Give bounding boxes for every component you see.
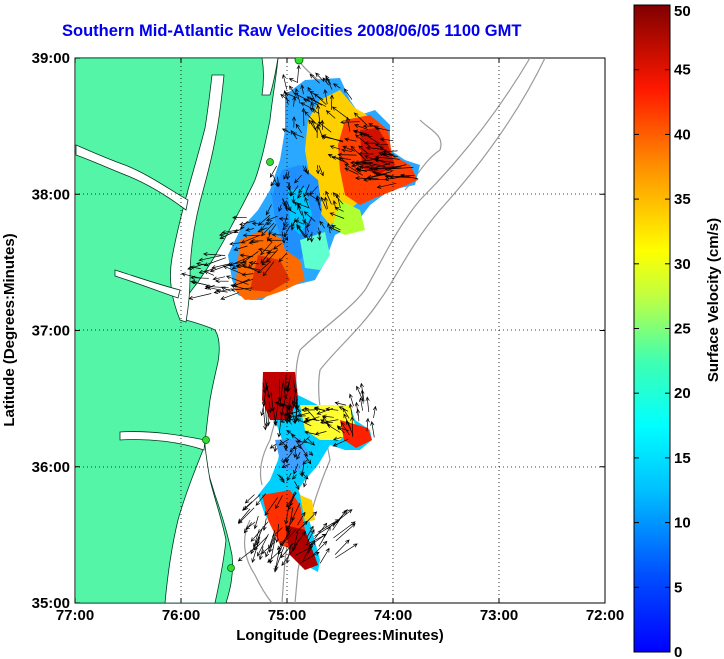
map-title: Southern Mid-Atlantic Raw Velocities 200… <box>62 22 522 40</box>
colorbar-tick-label: 0 <box>674 644 682 659</box>
colorbar-tick-label: 50 <box>674 3 691 20</box>
colorbar-tick-label: 5 <box>674 579 682 596</box>
x-axis-label: Longitude (Degrees:Minutes) <box>236 627 444 644</box>
y-tick-label: 39:00 <box>32 50 70 67</box>
potomac-river <box>75 144 189 211</box>
colorbar-tick-label: 30 <box>674 256 691 273</box>
y-tick-labels: 39:00 38:00 37:00 36:00 35:00 <box>32 50 70 612</box>
colorbar-tick-label: 25 <box>674 321 691 338</box>
colorbar: 0 5 10 15 20 25 30 35 40 45 50 Surface Velocity (c… <box>633 3 722 659</box>
albemarle-sound <box>119 431 206 451</box>
colorbar-tick-label: 10 <box>674 515 691 532</box>
pamlico-sound <box>164 444 227 603</box>
x-tick-labels: 77:00 76:00 75:00 74:00 73:00 72:00 <box>56 607 624 624</box>
delaware-bay <box>261 58 279 96</box>
colorbar-tick-label: 15 <box>674 450 691 467</box>
chesapeake-bay <box>170 74 225 323</box>
grid-lines <box>75 58 605 603</box>
york-river <box>114 269 181 299</box>
colorbar-tick-label: 20 <box>674 385 691 402</box>
x-tick-label: 74:00 <box>374 607 412 624</box>
colorbar-tick-label: 35 <box>674 191 691 208</box>
radar-station <box>266 158 274 166</box>
y-axis-label: Latitude (Degrees:Minutes) <box>1 233 18 426</box>
y-tick-label: 35:00 <box>32 595 70 612</box>
velocity-vectors <box>181 64 419 573</box>
x-tick-label: 73:00 <box>480 607 518 624</box>
radar-stations <box>202 58 304 572</box>
x-tick-label: 77:00 <box>56 607 94 624</box>
y-tick-label: 37:00 <box>32 323 70 340</box>
y-tick-label: 38:00 <box>32 186 70 203</box>
y-tick-label: 36:00 <box>32 459 70 476</box>
x-tick-label: 76:00 <box>162 607 200 624</box>
x-tick-label: 72:00 <box>586 607 624 624</box>
colorbar-label: Surface Velocity (cm/s) <box>705 218 722 382</box>
colorbar-gradient <box>633 4 671 653</box>
radar-station <box>294 58 304 65</box>
radar-station <box>202 436 210 444</box>
radar-station <box>227 564 235 572</box>
colorbar-tick-label: 40 <box>674 126 691 143</box>
axis-ticks <box>74 57 606 604</box>
colorbar-tick-label: 45 <box>674 62 691 79</box>
x-tick-label: 75:00 <box>268 607 306 624</box>
